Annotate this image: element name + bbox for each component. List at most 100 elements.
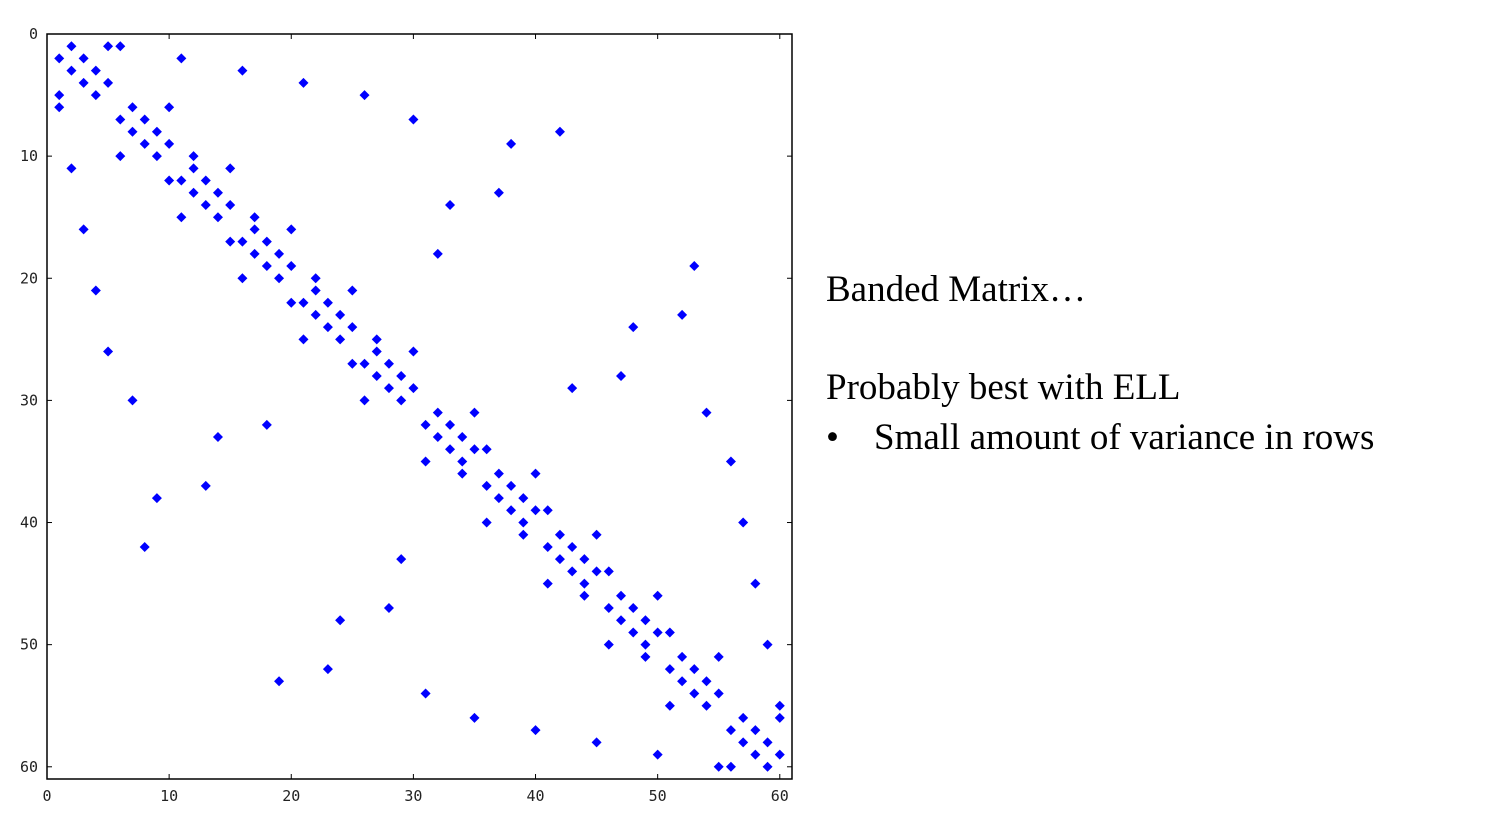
- data-point: [90, 65, 101, 76]
- data-point: [677, 309, 688, 320]
- data-point: [616, 370, 627, 381]
- data-point: [249, 224, 260, 235]
- data-point: [420, 456, 431, 467]
- data-point: [151, 493, 162, 504]
- data-point: [774, 712, 785, 723]
- data-point: [445, 444, 456, 455]
- data-point: [139, 114, 150, 125]
- data-point: [481, 517, 492, 528]
- data-point: [567, 566, 578, 577]
- data-point: [762, 761, 773, 772]
- data-point: [188, 163, 199, 174]
- data-point: [383, 358, 394, 369]
- data-point: [286, 297, 297, 308]
- data-point: [579, 554, 590, 565]
- data-point: [493, 493, 504, 504]
- data-point: [200, 175, 211, 186]
- data-point: [310, 285, 321, 296]
- data-point: [628, 322, 639, 333]
- data-point: [164, 138, 175, 149]
- data-point: [115, 114, 126, 125]
- data-point: [408, 114, 419, 125]
- data-point: [310, 273, 321, 284]
- data-point: [677, 676, 688, 687]
- data-point: [408, 383, 419, 394]
- data-point: [298, 334, 309, 345]
- data-point: [481, 480, 492, 491]
- data-point: [445, 199, 456, 210]
- data-point: [383, 383, 394, 394]
- data-point: [689, 261, 700, 272]
- data-point: [518, 517, 529, 528]
- data-point: [518, 493, 529, 504]
- data-points: [54, 41, 785, 772]
- x-tick-label: 40: [526, 787, 544, 805]
- data-point: [151, 151, 162, 162]
- x-tick-label: 10: [160, 787, 178, 805]
- y-tick-label: 30: [20, 391, 38, 409]
- data-point: [432, 432, 443, 443]
- data-point: [212, 187, 223, 198]
- data-point: [115, 41, 126, 52]
- data-point: [335, 615, 346, 626]
- data-point: [493, 187, 504, 198]
- data-point: [200, 199, 211, 210]
- data-point: [603, 566, 614, 577]
- data-point: [396, 554, 407, 565]
- data-point: [237, 273, 248, 284]
- data-point: [286, 224, 297, 235]
- data-point: [335, 309, 346, 320]
- data-point: [762, 737, 773, 748]
- bullet-text: Small amount of variance in rows: [874, 417, 1375, 458]
- data-point: [347, 322, 358, 333]
- data-point: [530, 725, 541, 736]
- data-point: [567, 541, 578, 552]
- data-point: [420, 419, 431, 430]
- data-point: [322, 322, 333, 333]
- x-tick-label: 0: [42, 787, 51, 805]
- y-tick-label: 50: [20, 636, 38, 654]
- data-point: [677, 651, 688, 662]
- data-point: [322, 664, 333, 675]
- data-point: [640, 615, 651, 626]
- data-point: [286, 261, 297, 272]
- data-point: [176, 212, 187, 223]
- data-point: [176, 53, 187, 64]
- data-point: [652, 590, 663, 601]
- data-point: [738, 712, 749, 723]
- data-point: [164, 175, 175, 186]
- data-point: [689, 688, 700, 699]
- data-point: [115, 151, 126, 162]
- data-point: [261, 236, 272, 247]
- data-point: [176, 175, 187, 186]
- x-tick-label: 50: [649, 787, 667, 805]
- data-point: [469, 444, 480, 455]
- data-point: [445, 419, 456, 430]
- data-point: [481, 444, 492, 455]
- data-point: [713, 651, 724, 662]
- data-point: [457, 456, 468, 467]
- data-point: [200, 480, 211, 491]
- data-point: [103, 346, 114, 357]
- data-point: [713, 761, 724, 772]
- data-point: [396, 370, 407, 381]
- data-point: [103, 41, 114, 52]
- data-point: [554, 554, 565, 565]
- data-point: [103, 77, 114, 88]
- data-point: [542, 541, 553, 552]
- axis-ticks: [46, 33, 792, 779]
- data-point: [652, 749, 663, 760]
- data-point: [298, 77, 309, 88]
- data-point: [701, 676, 712, 687]
- data-point: [347, 358, 358, 369]
- data-point: [396, 395, 407, 406]
- data-point: [274, 676, 285, 687]
- data-point: [139, 138, 150, 149]
- data-point: [420, 688, 431, 699]
- data-point: [261, 261, 272, 272]
- data-point: [371, 346, 382, 357]
- data-point: [371, 370, 382, 381]
- data-point: [774, 700, 785, 711]
